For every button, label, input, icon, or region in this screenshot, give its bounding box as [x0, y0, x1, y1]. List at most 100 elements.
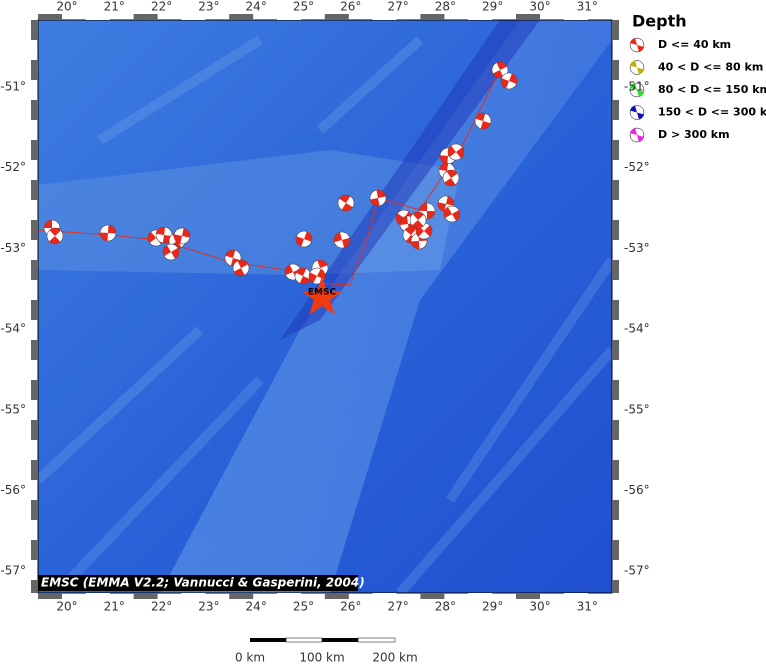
lon-label: 22°: [151, 600, 172, 614]
frame-band: [31, 60, 38, 80]
lon-label: 23°: [198, 0, 219, 14]
legend-label: 150 < D <= 300 km: [658, 106, 766, 119]
frame-band: [31, 300, 38, 320]
lon-label: 31°: [577, 600, 598, 614]
legend-label: 80 < D <= 150 km: [658, 83, 766, 96]
focal-mechanism: [447, 143, 465, 161]
frame-band: [31, 380, 38, 400]
scale-label: 0 km: [235, 651, 265, 663]
frame-band: [563, 593, 588, 599]
ball-wedge: [334, 232, 350, 248]
ball-wedge: [163, 245, 179, 259]
legend-symbol: [630, 38, 644, 52]
lon-label: 27°: [387, 600, 408, 614]
ball-wedge: [295, 268, 311, 284]
focal-mechanism: [173, 227, 191, 245]
ball-wedge: [444, 207, 460, 221]
lat-label: -55°: [624, 402, 650, 416]
frame-band: [612, 100, 619, 120]
lat-label: -56°: [0, 483, 26, 497]
frame-band: [31, 540, 38, 560]
ball-wedge: [412, 212, 424, 228]
focal-mechanism: [333, 231, 351, 249]
frame-band: [85, 14, 110, 20]
lat-label: -52°: [0, 160, 26, 174]
legend-symbol: [630, 83, 644, 97]
focal-mechanism: [99, 224, 117, 242]
legend-symbol: [630, 60, 644, 75]
ball-wedge: [475, 113, 491, 129]
frame-band: [31, 20, 38, 40]
frame-band: [612, 500, 619, 520]
frame-band: [420, 14, 445, 20]
ball-wedge: [501, 73, 517, 89]
ball-wedge: [444, 170, 458, 186]
legend-symbol: [630, 128, 644, 142]
ball-wedge: [100, 225, 116, 241]
map-area: EMSC: [38, 20, 612, 593]
frame-band: [31, 100, 38, 120]
lat-label: -54°: [624, 322, 650, 336]
frame-band: [31, 140, 38, 160]
epicenter-star: [301, 276, 343, 315]
frame-band: [372, 593, 397, 599]
legend-symbol: [630, 105, 644, 120]
frame-band: [181, 593, 206, 599]
lat-label: -57°: [624, 564, 650, 578]
frame-band: [38, 14, 62, 20]
ball-wedge: [419, 203, 435, 219]
frame-band: [612, 220, 619, 240]
frame-band: [612, 60, 619, 80]
scale-label: 200 km: [372, 651, 417, 663]
frame-band: [31, 340, 38, 360]
lon-label: 21°: [104, 0, 125, 14]
frame-band: [612, 20, 619, 40]
map-frame: [31, 14, 619, 599]
frame-band: [612, 300, 619, 320]
lon-label: 21°: [104, 600, 125, 614]
lon-label: 24°: [246, 600, 267, 614]
ball-wedge: [309, 268, 325, 284]
lon-label: 20°: [56, 600, 77, 614]
ball-wedge: [438, 196, 454, 212]
lon-label: 28°: [435, 600, 456, 614]
focal-mechanism: [295, 230, 313, 248]
frame-band: [516, 14, 540, 20]
frame-band: [31, 220, 38, 240]
focal-mechanism: [232, 259, 250, 277]
frame-band: [516, 593, 540, 599]
frame-band: [31, 180, 38, 200]
ball-wedge: [174, 228, 190, 244]
ball-wedge: [339, 195, 353, 211]
lon-label: 26°: [340, 0, 361, 14]
frame-band: [229, 14, 254, 20]
frame-band: [612, 260, 619, 280]
lon-label: 20°: [56, 0, 77, 14]
lat-label: -53°: [0, 241, 26, 255]
lon-label: 25°: [293, 600, 314, 614]
ball-wedge: [492, 62, 508, 78]
legend-label: 40 < D <= 80 km: [658, 61, 763, 74]
lat-label: -57°: [0, 564, 26, 578]
frame-band: [420, 593, 445, 599]
frame-band: [85, 593, 110, 599]
lat-label: -51°: [0, 80, 26, 94]
frame-band: [324, 593, 349, 599]
frame-band: [277, 14, 301, 20]
frame-band: [612, 460, 619, 480]
frame-band: [133, 14, 158, 20]
legend: D <= 40 km 40 < D <= 80 km 80 < D <= 150 k…: [629, 37, 766, 143]
frame-band: [612, 340, 619, 360]
scale-bar: [250, 637, 396, 643]
frame-band: [563, 14, 588, 20]
lon-label: 30°: [529, 0, 550, 14]
focal-mechanisms: [43, 61, 518, 285]
focal-mechanism: [409, 211, 427, 229]
focal-mechanism: [369, 189, 387, 207]
frame-band: [181, 14, 206, 20]
frame-band: [612, 420, 619, 440]
focal-mechanism: [474, 112, 492, 130]
frame-band: [277, 593, 301, 599]
frame-band: [31, 260, 38, 280]
